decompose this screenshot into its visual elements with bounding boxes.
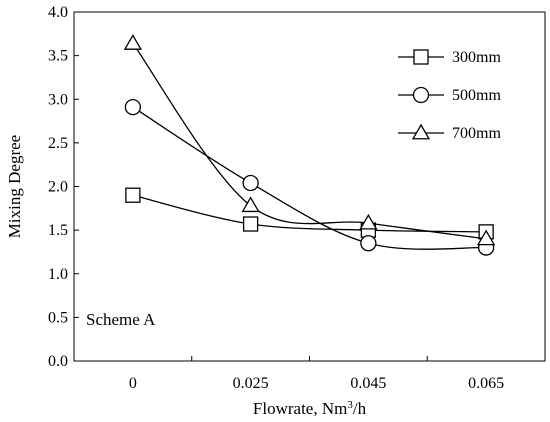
y-tick-label: 0.5 bbox=[48, 309, 68, 326]
y-tick-label: 2.5 bbox=[48, 135, 68, 152]
series-300mm bbox=[125, 187, 494, 240]
x-tick-label: 0.065 bbox=[468, 375, 504, 392]
y-axis-ticks: 0.0 0.5 1.0 1.5 2.0 2.5 3.0 3.5 4.0 bbox=[48, 4, 79, 370]
data-point bbox=[242, 174, 259, 192]
series-line bbox=[132, 194, 487, 233]
y-tick-label: 3.0 bbox=[48, 91, 68, 108]
x-tick-label: 0.045 bbox=[350, 375, 386, 392]
scheme-annotation: Scheme A bbox=[86, 310, 156, 329]
x-axis-ticks: 0 0.025 0.045 0.065 bbox=[129, 356, 504, 392]
data-point bbox=[125, 187, 141, 203]
x-axis-title-suffix: /h bbox=[353, 399, 367, 418]
x-axis-title: Flowrate, Nm3/h bbox=[253, 399, 367, 418]
x-tick-label: 0.025 bbox=[233, 375, 269, 392]
series-line bbox=[132, 106, 487, 250]
legend-marker bbox=[411, 123, 431, 140]
x-tick-label: 0 bbox=[129, 375, 137, 392]
data-point bbox=[360, 235, 377, 252]
data-point bbox=[124, 98, 142, 116]
series-700mm bbox=[123, 34, 496, 246]
y-tick-label: 3.5 bbox=[48, 48, 68, 65]
series-line bbox=[132, 43, 487, 240]
legend-item: 500mm bbox=[398, 86, 501, 104]
data-point bbox=[123, 34, 143, 50]
y-tick-label: 0.0 bbox=[48, 353, 68, 370]
data-point bbox=[241, 196, 260, 213]
x-axis-title-sup: 3 bbox=[347, 399, 353, 411]
legend-marker bbox=[413, 49, 429, 65]
legend-item: 700mm bbox=[398, 123, 501, 142]
y-tick-label: 1.0 bbox=[48, 266, 68, 283]
x-axis-title-main: Flowrate, Nm bbox=[253, 399, 347, 418]
legend-item: 300mm bbox=[398, 49, 501, 66]
data-point bbox=[359, 213, 378, 230]
y-axis-title: Mixing Degree bbox=[5, 135, 24, 238]
y-tick-label: 1.5 bbox=[48, 222, 68, 239]
legend: 300mm 500mm 700mm bbox=[398, 49, 501, 142]
y-tick-label: 2.0 bbox=[48, 179, 68, 196]
data-point bbox=[476, 229, 496, 246]
data-point bbox=[242, 216, 259, 232]
legend-label: 300mm bbox=[452, 49, 501, 66]
series-layer bbox=[123, 34, 496, 256]
legend-label: 700mm bbox=[452, 125, 501, 142]
legend-marker bbox=[412, 86, 430, 104]
legend-label: 500mm bbox=[452, 87, 501, 104]
y-tick-label: 4.0 bbox=[48, 4, 68, 21]
